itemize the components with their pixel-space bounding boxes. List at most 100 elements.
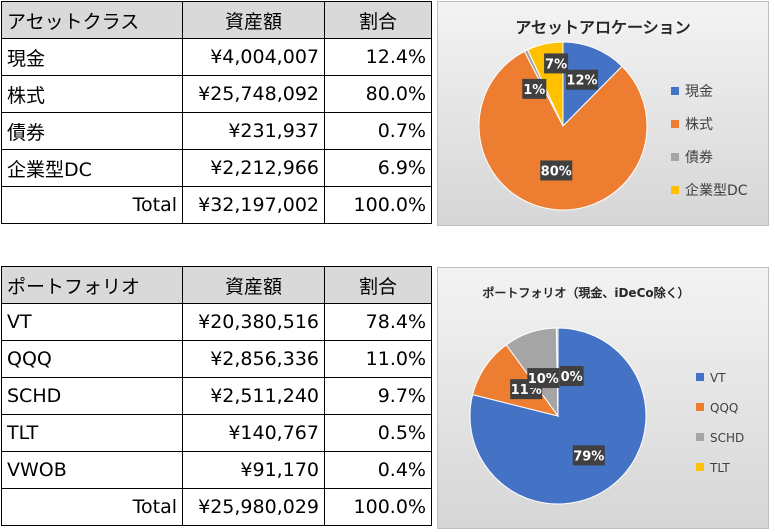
pie-slice-2	[478, 50, 648, 211]
legend-label: 債券	[685, 150, 713, 166]
data-label-3: 1%	[522, 78, 547, 99]
data-label-box	[527, 368, 560, 389]
data-label-box	[572, 445, 605, 466]
legend-swatch	[696, 403, 704, 411]
row-pct-cell: 80.0%	[324, 75, 432, 113]
legend-label: QQQ	[710, 401, 738, 415]
table-row: 現金 ¥4,004,007 12.4%	[1, 38, 432, 76]
row-pct-cell: 0.4%	[324, 451, 432, 489]
legend-label: VT	[710, 371, 726, 385]
data-label-1: 12%	[565, 69, 598, 90]
legend-label: 現金	[685, 84, 713, 100]
header-ratio: 割合	[324, 1, 432, 39]
data-label-3: 10%	[527, 368, 560, 389]
header-amount: 資産額	[182, 1, 325, 39]
row-pct-cell: 78.4%	[324, 303, 432, 341]
row-name-cell: 現金	[1, 38, 183, 76]
row-amount-cell: ¥231,937	[182, 112, 325, 150]
row-pct-cell: 0.7%	[324, 112, 432, 150]
table-header-row: アセットクラス 資産額 割合	[1, 1, 432, 39]
portfolio-table-body: VT ¥20,380,516 78.4% QQQ ¥2,856,336 11.0% SCHD…	[1, 303, 432, 526]
data-label-box	[522, 78, 547, 99]
legend-label: SCHD	[710, 431, 744, 445]
data-label-text: 12%	[566, 74, 597, 89]
data-label-box	[565, 69, 598, 90]
table-row: VT ¥20,380,516 78.4%	[1, 303, 432, 341]
data-label-text: 10%	[528, 372, 559, 387]
legend-swatch	[696, 433, 704, 441]
row-pct-cell: 0.5%	[324, 414, 432, 452]
legend-swatch	[671, 87, 679, 95]
pie-slice-4	[555, 327, 559, 417]
total-pct: 100.0%	[324, 186, 432, 224]
row-amount-cell: ¥2,212,966	[182, 149, 325, 187]
total-row: Total ¥25,980,029 100.0%	[1, 488, 432, 526]
header-asset-class: アセットクラス	[1, 1, 183, 39]
row-amount-cell: ¥140,767	[182, 414, 325, 452]
header-amount: 資産額	[182, 266, 325, 304]
row-amount-cell: ¥2,511,240	[182, 377, 325, 415]
legend-swatch	[671, 120, 679, 128]
table-row: 債券 ¥231,937 0.7%	[1, 112, 432, 150]
table-header-row: ポートフォリオ 資産額 割合	[1, 266, 432, 304]
asset-class-table-body: 現金 ¥4,004,007 12.4% 株式 ¥25,748,092 80.0% 債券 ¥23…	[1, 38, 432, 224]
total-label: Total	[1, 488, 183, 526]
legend-label: 企業型DC	[685, 182, 748, 199]
portfolio-table: ポートフォリオ 資産額 割合 VT ¥20,380,516 78.4% QQQ ¥2,8…	[1, 266, 432, 526]
header-portfolio: ポートフォリオ	[1, 266, 183, 304]
data-label-text: 79%	[573, 449, 604, 464]
table-row: 株式 ¥25,748,092 80.0%	[1, 75, 432, 113]
data-label-box	[559, 366, 584, 387]
row-name-cell: 株式	[1, 75, 183, 113]
legend-label: TLT	[709, 461, 730, 475]
table-row: 企業型DC ¥2,212,966 6.9%	[1, 149, 432, 187]
row-pct-cell: 11.0%	[324, 340, 432, 378]
total-label: Total	[1, 186, 183, 224]
data-label-4: 7%	[544, 53, 569, 74]
row-pct-cell: 6.9%	[324, 149, 432, 187]
row-pct-cell: 12.4%	[324, 38, 432, 76]
legend-swatch	[696, 463, 704, 471]
asset-allocation-chart: アセットアロケーション 12% 80% 1% 7% 現金株式債券企業型DC	[437, 1, 769, 226]
data-label-text: 1%	[523, 83, 545, 98]
asset-class-table: アセットクラス 資産額 割合 現金 ¥4,004,007 12.4% 株式 ¥25,74…	[1, 1, 432, 224]
total-pct: 100.0%	[324, 488, 432, 526]
row-amount-cell: ¥25,748,092	[182, 75, 325, 113]
row-name-cell: VWOB	[1, 451, 183, 489]
row-amount-cell: ¥20,380,516	[182, 303, 325, 341]
header-ratio: 割合	[324, 266, 432, 304]
row-amount-cell: ¥91,170	[182, 451, 325, 489]
table-row: QQQ ¥2,856,336 11.0%	[1, 340, 432, 378]
legend-swatch	[696, 373, 704, 381]
total-amount: ¥32,197,002	[182, 186, 325, 224]
row-amount-cell: ¥2,856,336	[182, 340, 325, 378]
row-name-cell: 債券	[1, 112, 183, 150]
row-name-cell: TLT	[1, 414, 183, 452]
row-amount-cell: ¥4,004,007	[182, 38, 325, 76]
data-label-box	[544, 53, 569, 74]
row-name-cell: SCHD	[1, 377, 183, 415]
legend-swatch	[671, 186, 679, 194]
data-label-box	[540, 160, 573, 181]
total-amount: ¥25,980,029	[182, 488, 325, 526]
data-label-text: 80%	[541, 164, 572, 179]
chart-title: ポートフォリオ（現金、iDeCo除く）	[482, 285, 689, 300]
portfolio-chart: ポートフォリオ（現金、iDeCo除く） 79% 11% 10% 0% VT QQQ SCHD T…	[437, 267, 769, 529]
row-pct-cell: 9.7%	[324, 377, 432, 415]
chart-title: アセットアロケーション	[515, 18, 690, 37]
table-row: SCHD ¥2,511,240 9.7%	[1, 377, 432, 415]
data-label-2: 80%	[540, 160, 573, 181]
data-label-text: 0%	[561, 370, 583, 385]
table-row: TLT ¥140,767 0.5%	[1, 414, 432, 452]
row-name-cell: 企業型DC	[1, 149, 183, 187]
data-label-1: 79%	[572, 445, 605, 466]
total-row: Total ¥32,197,002 100.0%	[1, 186, 432, 224]
table-row: VWOB ¥91,170 0.4%	[1, 451, 432, 489]
data-label-text: 7%	[545, 57, 567, 72]
portfolio-pie-svg: ポートフォリオ（現金、iDeCo除く）79%11%10% 0% VTQQQSCHDT…	[469, 285, 744, 505]
legend-swatch	[671, 153, 679, 161]
legend-label: 株式	[685, 117, 713, 133]
row-name-cell: QQQ	[1, 340, 183, 378]
row-name-cell: VT	[1, 303, 183, 341]
